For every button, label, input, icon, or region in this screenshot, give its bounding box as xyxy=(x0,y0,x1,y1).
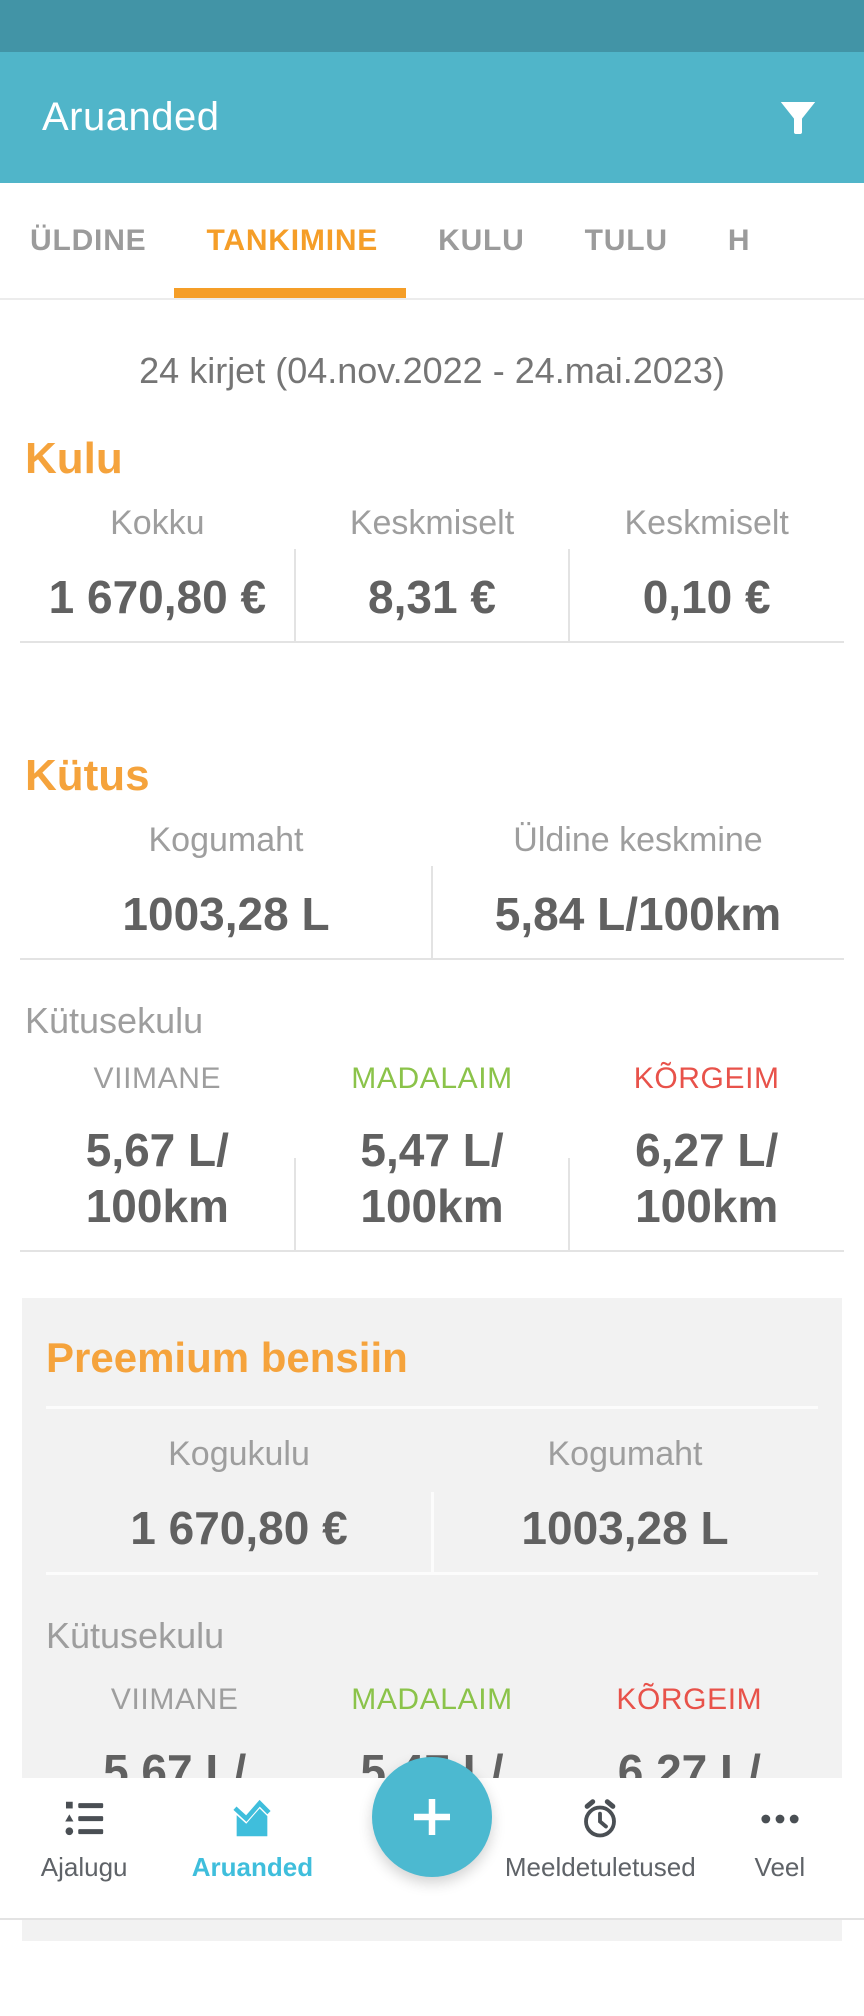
tab-hooldus-truncated[interactable]: H xyxy=(727,223,751,257)
stat-value: 1003,28 L xyxy=(122,888,330,940)
stat-kogumaht: Kogumaht 1003,28 L xyxy=(20,821,432,942)
nav-label: Meeldetuletused xyxy=(504,1852,696,1882)
reports-chart-icon xyxy=(227,1796,277,1842)
tab-kulu[interactable]: KULU xyxy=(438,223,525,257)
card-title: Preemium bensiin xyxy=(46,1334,408,1381)
stat-value: 8,31 € xyxy=(368,571,496,623)
report-content: 24 kirjet (04.nov.2022 - 24.mai.2023) Ku… xyxy=(0,350,864,1941)
card-stats-row: Kogukulu 1 670,80 € Kogumaht 1003,28 L xyxy=(46,1409,818,1575)
nav-item-veel[interactable]: Veel xyxy=(696,1778,864,1918)
more-dots-icon xyxy=(757,1796,803,1842)
section-kulu: Kulu Kokku 1 670,80 € Keskmiselt 8,31 € … xyxy=(0,434,864,643)
stat-label: Kokku xyxy=(110,504,205,542)
stat-label: KÕRGEIM xyxy=(633,1062,780,1095)
stat-label: Kogumaht xyxy=(148,821,304,859)
summary-line: 24 kirjet (04.nov.2022 - 24.mai.2023) xyxy=(139,350,725,391)
history-list-icon xyxy=(61,1796,107,1842)
nav-item-aruanded[interactable]: Aruanded xyxy=(168,1778,336,1918)
stat-label: Üldine keskmine xyxy=(513,821,763,859)
stat-label: Keskmiselt xyxy=(624,504,789,542)
tab-tankimine[interactable]: TANKIMINE xyxy=(174,183,406,298)
plus-icon xyxy=(414,1799,450,1835)
report-tab-bar: ÜLDINE TANKIMINE KULU TULU H xyxy=(0,183,864,300)
status-bar xyxy=(0,0,864,52)
nav-label: Ajalugu xyxy=(40,1852,128,1882)
card-divider xyxy=(46,1406,818,1409)
stat-kogumaht: Kogumaht 1003,28 L xyxy=(431,1435,818,1572)
stat-value: 1 670,80 € xyxy=(48,571,267,623)
stat-label: MADALAIM xyxy=(351,1062,513,1095)
stat-uldine-keskmine: Üldine keskmine 5,84 L/100km xyxy=(431,821,844,958)
tab-tulu[interactable]: TULU xyxy=(584,223,668,257)
stat-keskmiselt-2: Keskmiselt 0,10 € xyxy=(568,504,844,641)
stat-keskmiselt-1: Keskmiselt 8,31 € xyxy=(293,504,570,641)
stat-label: Kogukulu xyxy=(168,1435,310,1473)
kutus-stats-row: Kogumaht 1003,28 L Üldine keskmine 5,84 … xyxy=(20,801,844,960)
section-title-kutus: Kütus xyxy=(25,751,150,800)
stat-label: VIIMANE xyxy=(93,1062,222,1095)
section-kutus: Kütus Kogumaht 1003,28 L Üldine keskmine… xyxy=(0,751,864,1252)
filter-icon xyxy=(780,101,816,134)
nav-label: Veel xyxy=(754,1852,806,1882)
stat-kokku: Kokku 1 670,80 € xyxy=(20,504,295,625)
stat-korgeim: KÕRGEIM 6,27 L/ 100km xyxy=(568,1062,844,1250)
stat-value: 1003,28 L xyxy=(521,1502,729,1554)
stat-label: MADALAIM xyxy=(351,1683,513,1716)
page-title: Aruanded xyxy=(42,95,220,139)
section-title-kulu: Kulu xyxy=(25,434,123,483)
tab-uldine[interactable]: ÜLDINE xyxy=(30,223,147,257)
fuel-economy-title: Kütusekulu xyxy=(25,1000,204,1041)
filter-button[interactable] xyxy=(762,82,834,154)
card-fuel-economy-title: Kütusekulu xyxy=(46,1615,225,1656)
stat-value: 0,10 € xyxy=(642,571,771,623)
nav-item-meeldetuletused[interactable]: Meeldetuletused xyxy=(505,1778,696,1918)
stat-value: 5,84 L/100km xyxy=(494,888,782,940)
stat-viimane: VIIMANE 5,67 L/ 100km xyxy=(20,1062,295,1234)
nav-label: Aruanded xyxy=(191,1852,314,1882)
stat-label: Kogumaht xyxy=(547,1435,703,1473)
stat-label: KÕRGEIM xyxy=(616,1683,763,1716)
stat-kogukulu: Kogukulu 1 670,80 € xyxy=(46,1435,432,1556)
fuel-economy-row: VIIMANE 5,67 L/ 100km MADALAIM 5,47 L/ 1… xyxy=(20,1042,844,1252)
stat-value: 1 670,80 € xyxy=(130,1502,348,1554)
kulu-stats-row: Kokku 1 670,80 € Keskmiselt 8,31 € Keskm… xyxy=(20,484,844,643)
add-fab[interactable] xyxy=(372,1757,492,1877)
stat-label: Keskmiselt xyxy=(349,504,515,542)
nav-item-ajalugu[interactable]: Ajalugu xyxy=(0,1778,168,1918)
stat-value: 5,67 L/ 100km xyxy=(85,1124,229,1232)
alarm-icon xyxy=(577,1796,623,1842)
stat-value: 6,27 L/ 100km xyxy=(635,1124,779,1232)
app-bar: Aruanded xyxy=(0,52,864,183)
stat-value: 5,47 L/ 100km xyxy=(360,1124,504,1232)
stat-madalaim: MADALAIM 5,47 L/ 100km xyxy=(293,1062,570,1250)
stat-label: VIIMANE xyxy=(110,1683,239,1716)
